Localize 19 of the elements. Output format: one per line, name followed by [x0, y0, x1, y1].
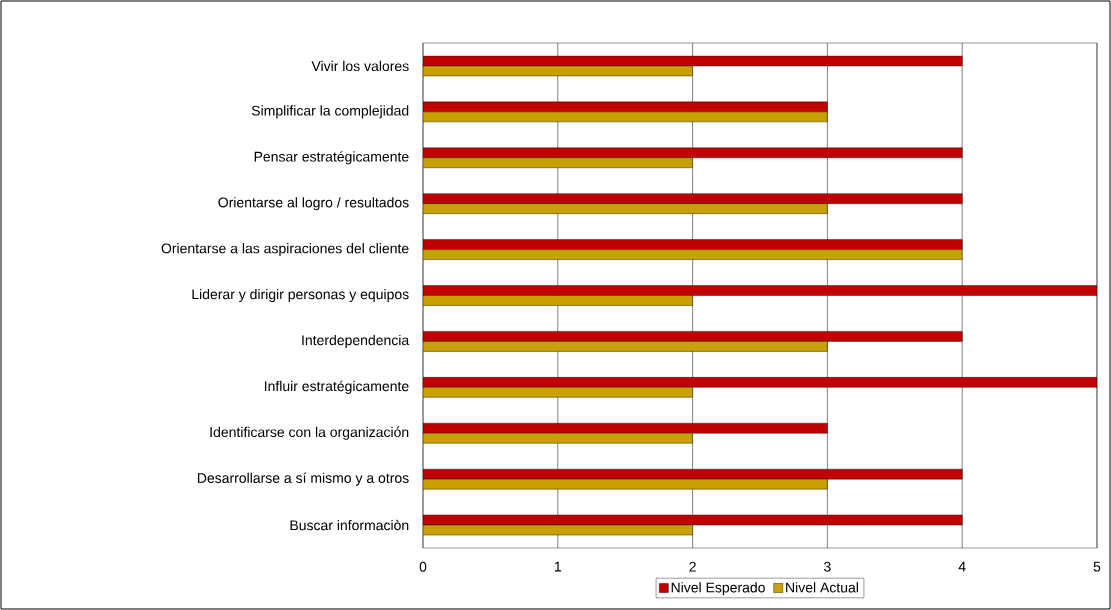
y-tick-label: Desarrollarse a sí mismo y a otros — [197, 472, 409, 486]
x-tick-label: 2 — [689, 561, 696, 572]
y-tick-label: Liderar y dirigir personas y equipos — [192, 288, 409, 303]
y-tick-label: Influir estratégicamente — [264, 380, 409, 394]
y-tick-label: Orientarse a las aspiraciones del cliente — [161, 243, 409, 257]
y-tick-label: Identificarse con la organización — [210, 426, 409, 440]
x-tick-label: 1 — [554, 561, 562, 572]
y-tick-label: Orientarse al logro / resultados — [218, 197, 409, 211]
y-tick-label: Pensar estratégicamente — [254, 151, 409, 165]
y-tick-label: Buscar informaciòn — [290, 519, 409, 531]
y-tick-label: Vivir los valores — [311, 60, 409, 72]
x-tick-label: 5 — [1093, 561, 1101, 572]
x-tick-label: 0 — [419, 561, 427, 572]
x-tick-label: 3 — [824, 561, 831, 572]
legend-label: Nivel Esperado — [671, 582, 765, 596]
x-tick-label: 4 — [958, 561, 966, 572]
y-tick-label: Interdependencia — [302, 334, 410, 348]
legend-label: Nivel Actual — [786, 582, 858, 593]
y-tick-label: Simplificar la complejidad — [251, 105, 409, 119]
